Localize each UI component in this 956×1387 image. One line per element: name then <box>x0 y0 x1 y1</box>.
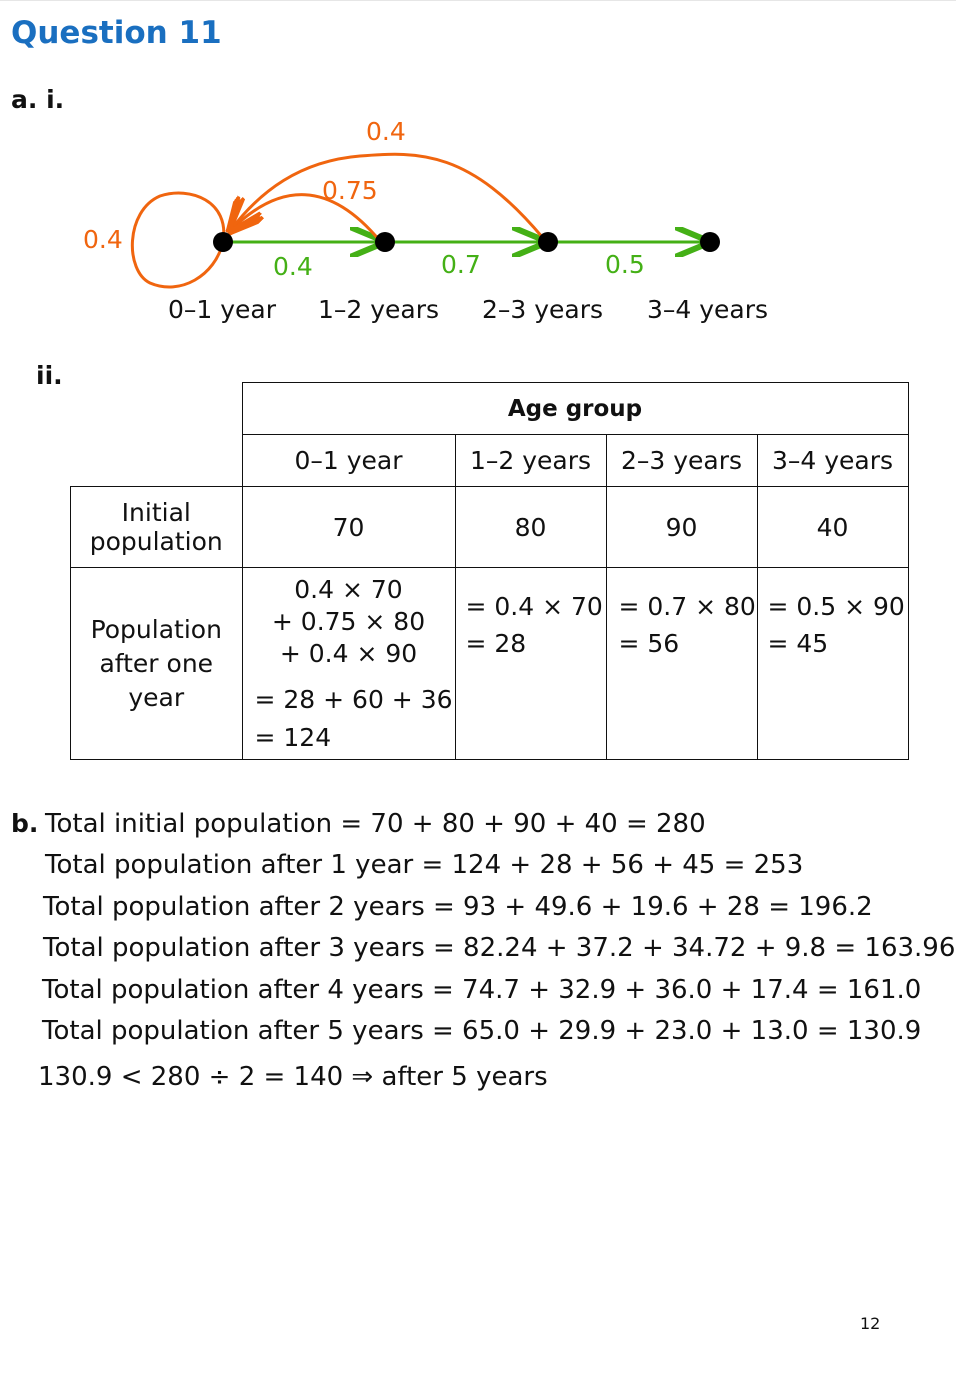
edge-label: 0.7 <box>441 250 481 279</box>
answer-line: Total population after 3 years = 82.24 +… <box>43 933 956 963</box>
page-number: 12 <box>860 1314 881 1333</box>
edge-label: 0.4 <box>273 252 313 281</box>
transition-diagram <box>130 152 720 289</box>
answer-line: Total population after 2 years = 93 + 49… <box>43 892 873 922</box>
cell: = 0.5 × 90 = 45 <box>756 567 909 760</box>
answer-line: Total population after 4 years = 74.7 + … <box>42 975 922 1005</box>
loop-label: 0.4 <box>83 225 123 254</box>
conclusion-line: 130.9 < 280 ÷ 2 = 140 ⇒ after 5 years <box>38 1062 548 1092</box>
answer-line: Total population after 1 year = 124 + 28… <box>45 850 804 880</box>
question-title: Question 11 <box>11 15 222 51</box>
cell: 90 <box>605 486 758 568</box>
node-label: 1–2 years <box>318 295 440 324</box>
cell: 40 <box>756 486 909 568</box>
column-header: 3–4 years <box>756 434 909 487</box>
cell: 0.4 × 70 + 0.75 × 80 + 0.4 × 90 = 28 + 60 … <box>241 567 456 760</box>
arc-long-label: 0.4 <box>366 117 406 146</box>
answer-line: Total initial population = 70 + 80 + 90 … <box>45 809 706 839</box>
row-label: Population after one year <box>70 567 243 760</box>
node-label: 0–1 year <box>168 295 277 324</box>
loop-arc <box>130 191 226 289</box>
cell: = 0.7 × 80 = 56 <box>605 567 758 760</box>
population-table: Age group 0–1 year 1–2 years 2–3 years 3… <box>70 382 909 760</box>
row-label: Initial population <box>70 486 243 568</box>
part-ii-label: ii. <box>36 361 63 390</box>
column-header: 0–1 year <box>241 434 456 487</box>
column-header: 1–2 years <box>454 434 607 487</box>
part-b-label: b. <box>11 809 39 838</box>
node-0 <box>213 232 233 252</box>
arc-short-label: 0.75 <box>322 176 378 205</box>
age-group-header: Age group <box>241 382 909 435</box>
node-1 <box>375 232 395 252</box>
cell: = 0.4 × 70 = 28 <box>454 567 607 760</box>
node-label: 3–4 years <box>647 295 769 324</box>
table-row: Initial population 70 80 90 40 <box>70 486 909 568</box>
node-2 <box>538 232 558 252</box>
node-3 <box>700 232 720 252</box>
edge-label: 0.5 <box>605 250 645 279</box>
part-a-label: a. i. <box>11 85 65 114</box>
cell: 70 <box>241 486 456 568</box>
cell: 80 <box>454 486 607 568</box>
answer-line: Total population after 5 years = 65.0 + … <box>42 1016 922 1046</box>
node-label: 2–3 years <box>482 295 604 324</box>
arc-2-0 <box>230 152 545 238</box>
column-header: 2–3 years <box>605 434 758 487</box>
table-row: Population after one year 0.4 × 70 + 0.75 ×… <box>70 567 909 760</box>
